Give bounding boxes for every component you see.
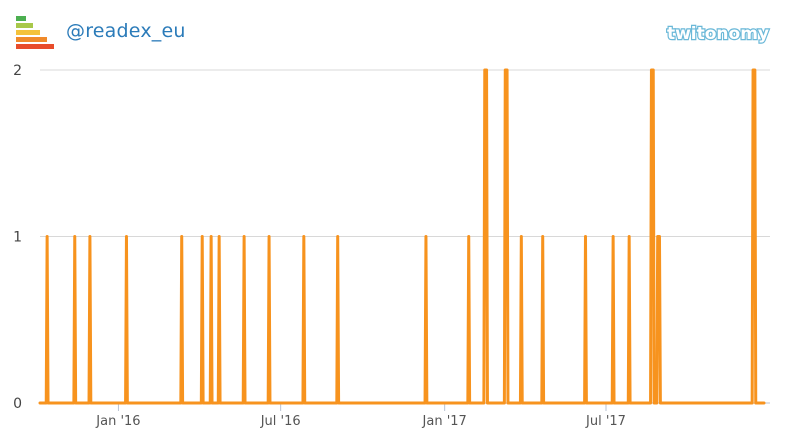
- x-tick-label: Jan '17: [422, 414, 467, 429]
- y-tick-label: 1: [13, 230, 22, 246]
- x-tick-labels: Jan '16 Jul '16 Jan '17 Jul '17: [95, 403, 626, 429]
- tweets-timeline-chart: 0 1 2 Jan '16 Jul '16 Jan '17 Jul '17: [13, 63, 770, 429]
- signal-bars-icon: [16, 16, 54, 49]
- y-tick-label: 0: [13, 396, 22, 412]
- x-tick-label: Jul '17: [585, 414, 626, 429]
- x-tick-label: Jul '16: [260, 414, 301, 429]
- twitonomy-logo[interactable]: twitonomy: [662, 20, 774, 46]
- account-handle[interactable]: @readex_eu: [66, 20, 186, 42]
- x-tick-label: Jan '16: [95, 414, 140, 429]
- y-tick-labels: 0 1 2: [13, 63, 22, 412]
- y-tick-label: 2: [13, 63, 22, 79]
- series-line: [38, 68, 766, 405]
- chart-header: @readex_eu twitonomy: [0, 0, 800, 60]
- brand-text: twitonomy: [667, 24, 769, 44]
